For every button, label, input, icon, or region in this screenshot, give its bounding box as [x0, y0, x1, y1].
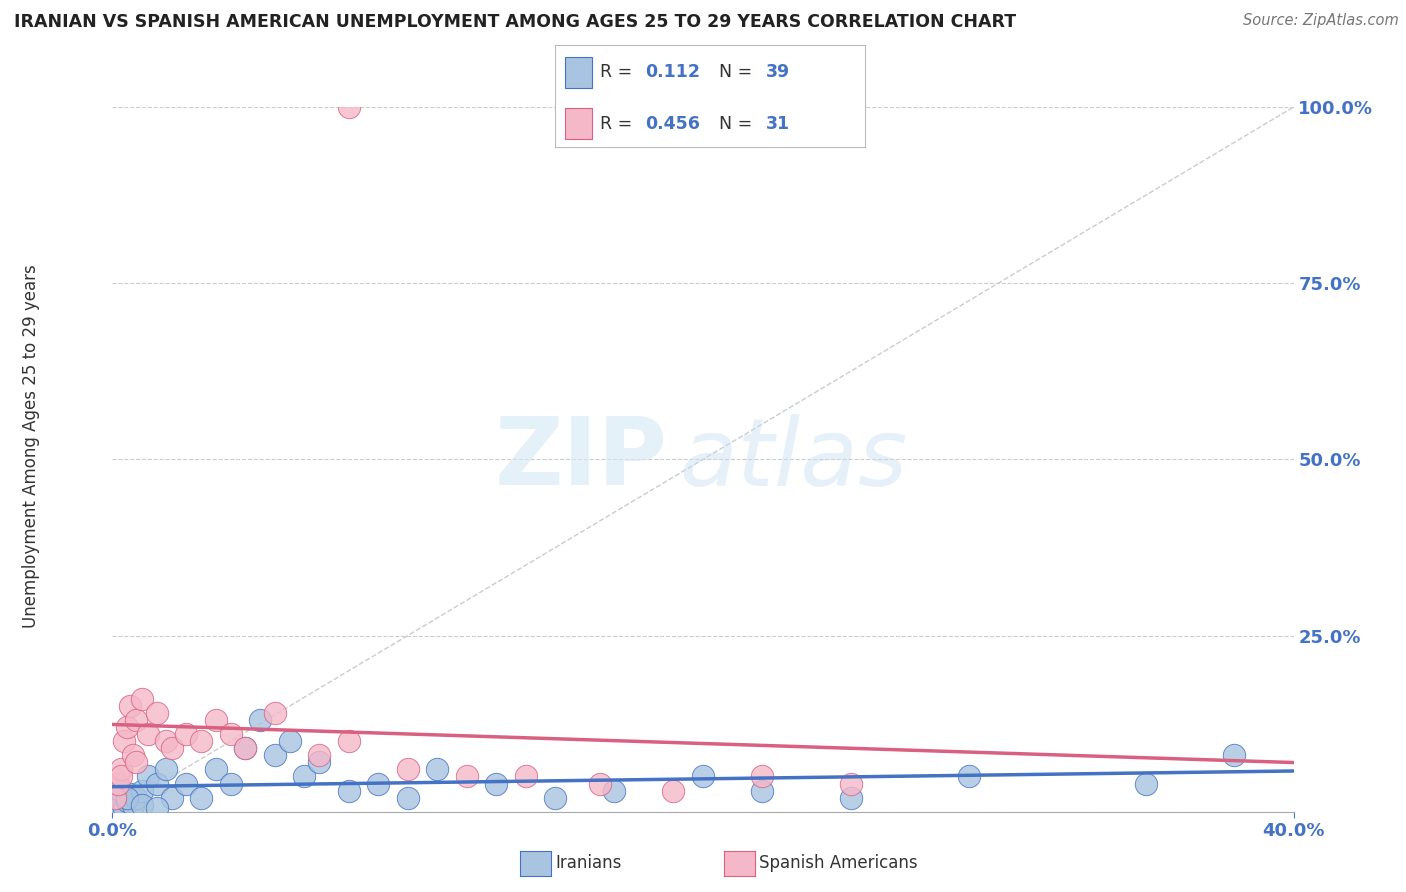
Point [112, 734, 135, 748]
Point [155, 763, 177, 777]
Text: ZIP: ZIP [495, 413, 668, 506]
Point [1135, 776, 1157, 790]
Point [131, 692, 153, 706]
Point [107, 776, 129, 790]
Point [396, 790, 419, 805]
Point [205, 713, 228, 727]
Point [544, 790, 567, 805]
Point [131, 783, 153, 797]
Text: 0.112: 0.112 [645, 63, 700, 81]
Point [603, 783, 626, 797]
Point [839, 776, 862, 790]
FancyBboxPatch shape [565, 108, 592, 139]
Point [146, 801, 169, 815]
Point [337, 734, 360, 748]
Point [110, 769, 132, 784]
Point [117, 720, 138, 734]
Point [107, 797, 129, 812]
Point [456, 769, 478, 784]
Point [125, 713, 148, 727]
Point [117, 790, 138, 805]
Point [104, 790, 127, 805]
Point [122, 797, 145, 812]
Text: Iranians: Iranians [555, 855, 621, 872]
Point [125, 790, 148, 805]
Point [120, 787, 142, 801]
Text: N =: N = [720, 63, 758, 81]
Point [1223, 748, 1246, 763]
Point [839, 790, 862, 805]
Point [136, 769, 159, 784]
Text: R =: R = [600, 114, 638, 133]
Point [337, 783, 360, 797]
Text: 31: 31 [766, 114, 790, 133]
Point [219, 776, 242, 790]
Point [120, 699, 142, 714]
Point [485, 776, 508, 790]
Point [692, 769, 714, 784]
Text: Spanish Americans: Spanish Americans [759, 855, 918, 872]
Point [233, 741, 256, 756]
Point [155, 734, 177, 748]
Point [190, 734, 212, 748]
Text: R =: R = [600, 63, 638, 81]
Point [112, 801, 135, 815]
Point [146, 776, 169, 790]
Point [205, 763, 228, 777]
Point [957, 769, 980, 784]
Point [122, 748, 145, 763]
Point [264, 706, 287, 720]
Point [104, 790, 127, 805]
Point [131, 797, 153, 812]
Point [337, 100, 360, 114]
Point [751, 769, 773, 784]
Point [751, 783, 773, 797]
Point [146, 706, 169, 720]
Text: N =: N = [720, 114, 758, 133]
Point [249, 713, 271, 727]
Point [264, 748, 287, 763]
Point [292, 769, 315, 784]
Point [160, 741, 183, 756]
Point [117, 794, 138, 808]
Text: 0.456: 0.456 [645, 114, 700, 133]
Point [174, 776, 197, 790]
FancyBboxPatch shape [565, 57, 592, 87]
Point [190, 790, 212, 805]
Text: atlas: atlas [679, 414, 908, 505]
Text: Unemployment Among Ages 25 to 29 years: Unemployment Among Ages 25 to 29 years [22, 264, 39, 628]
Point [308, 748, 330, 763]
Text: Source: ZipAtlas.com: Source: ZipAtlas.com [1243, 13, 1399, 29]
Point [174, 727, 197, 741]
Point [110, 763, 132, 777]
Point [136, 727, 159, 741]
Point [662, 783, 685, 797]
Text: IRANIAN VS SPANISH AMERICAN UNEMPLOYMENT AMONG AGES 25 TO 29 YEARS CORRELATION C: IRANIAN VS SPANISH AMERICAN UNEMPLOYMENT… [14, 13, 1017, 31]
Point [160, 790, 183, 805]
Point [515, 769, 537, 784]
Point [426, 763, 449, 777]
Point [367, 776, 389, 790]
Point [308, 756, 330, 770]
Point [278, 734, 301, 748]
Point [219, 727, 242, 741]
Point [588, 776, 610, 790]
Point [125, 756, 148, 770]
Point [233, 741, 256, 756]
Point [110, 783, 132, 797]
Text: 39: 39 [766, 63, 790, 81]
Point [396, 763, 419, 777]
